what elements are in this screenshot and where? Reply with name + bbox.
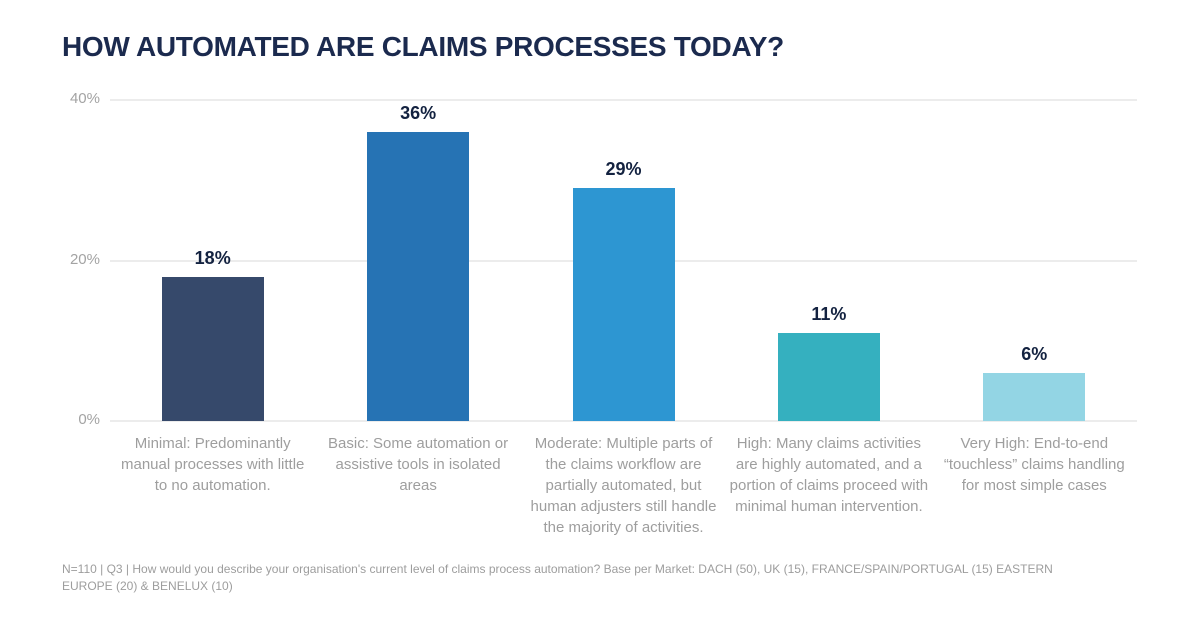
bar (572, 188, 675, 421)
bar-value-label: 18% (194, 247, 231, 268)
category-label: Very High: End-to-end “touchless” claims… (943, 435, 1125, 494)
bar-value-label: 11% (811, 303, 847, 324)
category-label: High: Many claims activities are highly … (729, 435, 929, 515)
y-axis-tick-label: 20% (69, 250, 100, 268)
category-label: Basic: Some automation or assistive tool… (328, 435, 509, 494)
bar (367, 132, 470, 421)
bar-value-label: 29% (605, 159, 642, 180)
bar-value-label: 36% (400, 103, 437, 124)
bar (777, 332, 880, 421)
y-axis-tick-label: 0% (78, 411, 100, 428)
bar-value-label: 6% (1021, 343, 1048, 364)
gridline (110, 420, 1137, 422)
bar (983, 372, 1086, 421)
y-axis-tick-label: 40% (69, 90, 100, 107)
category-label: Minimal: Predominantly manual processes … (120, 435, 305, 494)
footnote: N=110 | Q3 | How would you describe your… (62, 562, 1053, 593)
category-label: Moderate: Multiple parts of the claims w… (530, 435, 717, 536)
bar (161, 276, 264, 421)
chart-title: HOW AUTOMATED ARE CLAIMS PROCESSES TODAY… (62, 31, 784, 62)
gridline (110, 99, 1137, 101)
